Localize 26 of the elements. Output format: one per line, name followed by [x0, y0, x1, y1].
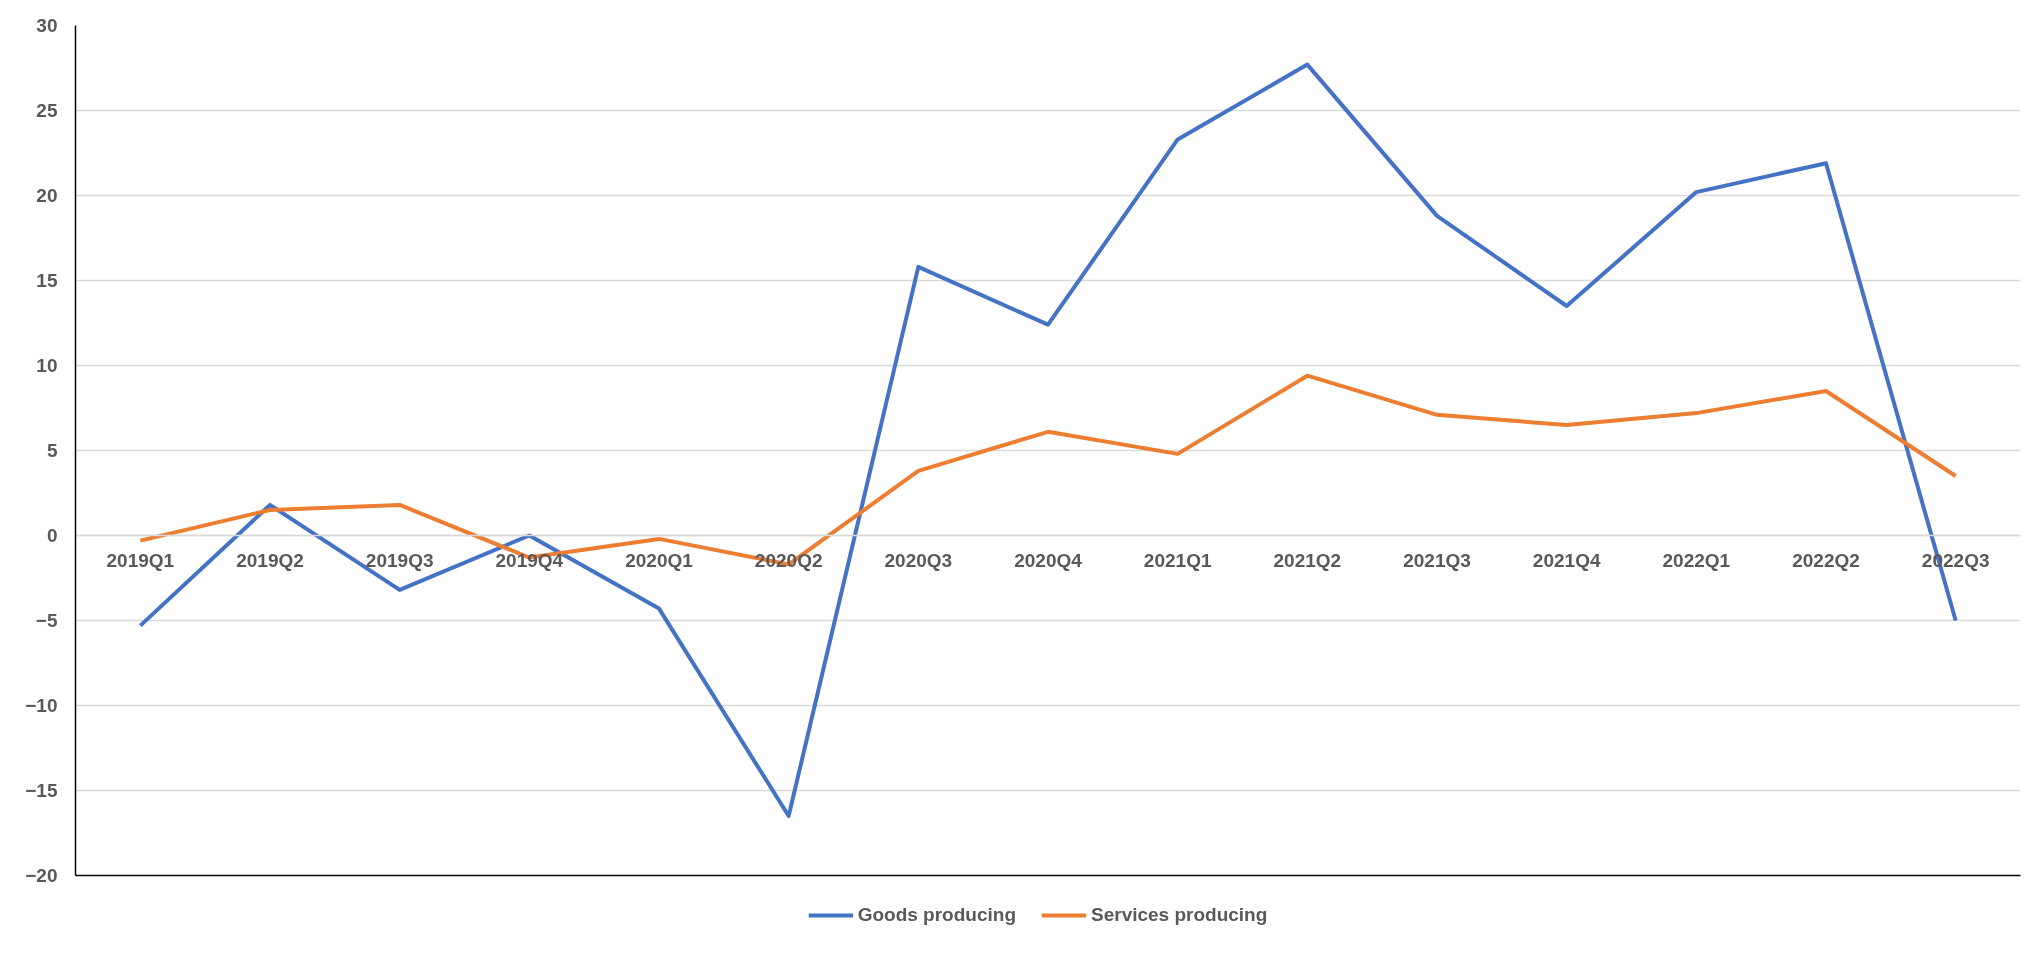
x-tick-label: 2022Q1: [1662, 549, 1731, 571]
y-tick-label: 15: [36, 270, 58, 291]
x-tick-label: 2020Q4: [1014, 549, 1083, 571]
y-tick-label: 30: [36, 15, 58, 36]
x-tick-label: 2019Q3: [365, 549, 434, 571]
y-tick-label: 5: [46, 440, 58, 461]
x-tick-label: 2019Q2: [236, 549, 304, 571]
x-tick-label: 2019Q4: [495, 549, 564, 571]
x-tick-label: 2020Q1: [625, 549, 694, 571]
x-tick-label: 2020Q3: [884, 549, 953, 571]
x-tick-label: 2022Q2: [1792, 549, 1860, 571]
y-tick-label: −10: [25, 695, 58, 716]
y-tick-label: 10: [36, 355, 58, 376]
x-tick-label: 2019Q1: [106, 549, 175, 571]
legend-label: Services producing: [1090, 904, 1268, 926]
y-tick-label: −15: [25, 780, 58, 801]
y-tick-label: 0: [46, 525, 58, 546]
x-tick-label: 2021Q4: [1532, 549, 1601, 571]
legend-label: Goods producing: [857, 904, 1016, 926]
x-tick-label: 2021Q3: [1403, 549, 1471, 571]
x-tick-label: 2021Q2: [1273, 549, 1342, 571]
y-tick-label: 20: [36, 185, 58, 206]
y-tick-label: −20: [25, 865, 58, 886]
y-tick-label: 25: [36, 100, 58, 121]
y-tick-label: −5: [35, 610, 58, 631]
x-tick-label: 2021Q1: [1143, 549, 1212, 571]
